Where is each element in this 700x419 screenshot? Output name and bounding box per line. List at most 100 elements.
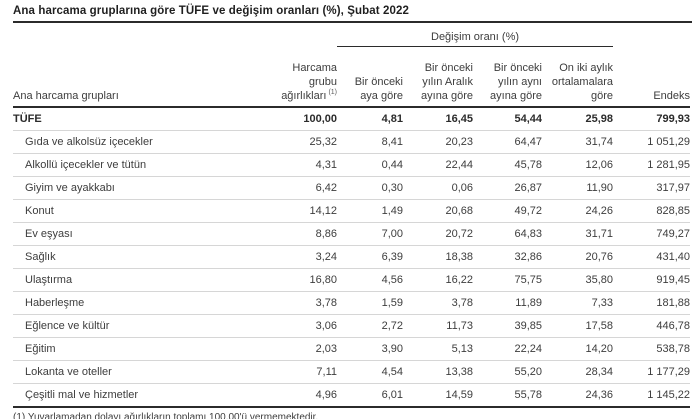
row-value-same-month-prev-year: 45,78 bbox=[473, 153, 542, 177]
row-value-index: 1 177,29 bbox=[613, 360, 691, 384]
row-value-twelve-month-avg: 28,34 bbox=[542, 360, 614, 384]
row-value-prev-december: 16,22 bbox=[403, 268, 473, 292]
row-label: Eğitim bbox=[13, 337, 264, 361]
row-label: Lokanta ve oteller bbox=[13, 360, 264, 384]
row-value-prev-month: 6,39 bbox=[337, 245, 403, 269]
row-value-prev-december: 22,44 bbox=[403, 153, 473, 177]
row-value-prev-month: 0,30 bbox=[337, 176, 403, 200]
group-header-spacer-right bbox=[613, 23, 690, 47]
row-value-prev-month: 1,49 bbox=[337, 199, 403, 223]
row-value-prev-month: 4,54 bbox=[337, 360, 403, 384]
row-value-same-month-prev-year: 55,20 bbox=[473, 360, 542, 384]
row-value-same-month-prev-year: 32,86 bbox=[473, 245, 542, 269]
tufe-table: Değişim oranı (%) Ana harcama grupları H… bbox=[13, 23, 691, 408]
row-label: Sağlık bbox=[13, 245, 264, 269]
row-value-index: 1 145,22 bbox=[613, 383, 691, 408]
row-value-twelve-month-avg: 7,33 bbox=[542, 291, 614, 315]
table-row: Ulaştırma 16,80 4,56 16,22 75,75 35,80 9… bbox=[13, 268, 691, 292]
row-value-same-month-prev-year: 54,44 bbox=[514, 113, 542, 125]
row-value-same-month-prev-year: 11,89 bbox=[473, 291, 542, 315]
row-value-prev-month: 0,44 bbox=[337, 153, 403, 177]
row-value-same-month-prev-year: 55,78 bbox=[473, 383, 542, 408]
row-value-weight: 3,78 bbox=[264, 291, 337, 315]
row-value-prev-december: 5,13 bbox=[403, 337, 473, 361]
row-value-prev-month: 2,72 bbox=[337, 314, 403, 338]
row-value-prev-month: 7,00 bbox=[337, 222, 403, 246]
table-row: Alkollü içecekler ve tütün 4,31 0,44 22,… bbox=[13, 153, 691, 177]
table-row: Ev eşyası 8,86 7,00 20,72 64,83 31,71 74… bbox=[13, 222, 691, 246]
row-label: Alkollü içecekler ve tütün bbox=[13, 153, 264, 177]
row-value-weight: 3,24 bbox=[264, 245, 337, 269]
row-value-twelve-month-avg: 11,90 bbox=[542, 176, 614, 200]
table-row: Eğitim 2,03 3,90 5,13 22,24 14,20 538,78 bbox=[13, 337, 691, 361]
row-value-index: 446,78 bbox=[613, 314, 691, 338]
row-value-same-month-prev-year: 26,87 bbox=[473, 176, 542, 200]
row-value-index: 828,85 bbox=[613, 199, 691, 223]
row-value-prev-month: 4,81 bbox=[381, 113, 403, 125]
table-row: Haberleşme 3,78 1,59 3,78 11,89 7,33 181… bbox=[13, 291, 691, 315]
group-header-row: Değişim oranı (%) bbox=[13, 23, 690, 47]
row-label: Konut bbox=[13, 199, 264, 223]
table-row: TÜFE 100,00 4,81 16,45 54,44 25,98 799,9… bbox=[13, 107, 690, 131]
row-value-weight: 4,31 bbox=[264, 153, 337, 177]
row-label: Ev eşyası bbox=[13, 222, 264, 246]
row-label: Haberleşme bbox=[13, 291, 264, 315]
row-value-index: 919,45 bbox=[613, 268, 691, 292]
row-value-prev-december: 13,38 bbox=[403, 360, 473, 384]
col-header-weights-label: Harcama grubu ağırlıkları bbox=[281, 61, 337, 102]
row-value-weight: 14,12 bbox=[264, 199, 337, 223]
col-header-weights: Harcama grubu ağırlıkları (1) bbox=[264, 46, 337, 108]
row-value-twelve-month-avg: 12,06 bbox=[542, 153, 614, 177]
row-value-twelve-month-avg: 35,80 bbox=[542, 268, 614, 292]
row-value-index: 1 281,95 bbox=[613, 153, 691, 177]
table-body: TÜFE 100,00 4,81 16,45 54,44 25,98 799,9… bbox=[13, 107, 691, 408]
footnote-marker: (1) bbox=[328, 89, 337, 97]
table-row: Eğlence ve kültür 3,06 2,72 11,73 39,85 … bbox=[13, 314, 691, 338]
row-value-weight: 16,80 bbox=[264, 268, 337, 292]
col-header-main-groups: Ana harcama grupları bbox=[13, 46, 264, 108]
row-value-weight: 2,03 bbox=[264, 337, 337, 361]
row-value-weight: 100,00 bbox=[303, 113, 337, 125]
column-header-row: Ana harcama grupları Harcama grubu ağırl… bbox=[13, 46, 691, 108]
row-value-twelve-month-avg: 25,98 bbox=[585, 113, 614, 125]
table-row: Giyim ve ayakkabı 6,42 0,30 0,06 26,87 1… bbox=[13, 176, 691, 200]
row-value-prev-december: 14,59 bbox=[403, 383, 473, 408]
row-label: Eğlence ve kültür bbox=[13, 314, 264, 338]
row-value-prev-december: 3,78 bbox=[403, 291, 473, 315]
row-value-weight: 4,96 bbox=[264, 383, 337, 408]
row-value-weight: 8,86 bbox=[264, 222, 337, 246]
row-label: TÜFE bbox=[13, 113, 42, 125]
table-row: Lokanta ve oteller 7,11 4,54 13,38 55,20… bbox=[13, 360, 691, 384]
col-header-same-month-prev-year: Bir önceki yılın aynı ayına göre bbox=[473, 46, 542, 108]
row-label: Gıda ve alkolsüz içecekler bbox=[13, 130, 264, 154]
row-value-index: 317,97 bbox=[613, 176, 691, 200]
row-value-twelve-month-avg: 14,20 bbox=[542, 337, 614, 361]
row-value-twelve-month-avg: 24,26 bbox=[542, 199, 614, 223]
row-value-prev-december: 20,23 bbox=[403, 130, 473, 154]
row-value-same-month-prev-year: 49,72 bbox=[473, 199, 542, 223]
row-value-prev-december: 11,73 bbox=[403, 314, 473, 338]
table-row: Konut 14,12 1,49 20,68 49,72 24,26 828,8… bbox=[13, 199, 691, 223]
row-value-weight: 7,11 bbox=[264, 360, 337, 384]
row-value-same-month-prev-year: 22,24 bbox=[473, 337, 542, 361]
row-value-prev-december: 20,68 bbox=[403, 199, 473, 223]
row-value-twelve-month-avg: 31,74 bbox=[542, 130, 614, 154]
row-value-same-month-prev-year: 39,85 bbox=[473, 314, 542, 338]
col-header-index: Endeks bbox=[613, 46, 691, 108]
row-label: Giyim ve ayakkabı bbox=[13, 176, 264, 200]
table-header: Değişim oranı (%) Ana harcama grupları H… bbox=[13, 23, 691, 108]
page-title: Ana harcama gruplarına göre TÜFE ve deği… bbox=[13, 5, 692, 23]
row-value-index: 799,93 bbox=[656, 113, 691, 125]
row-value-index: 431,40 bbox=[613, 245, 691, 269]
row-value-twelve-month-avg: 17,58 bbox=[542, 314, 614, 338]
row-value-weight: 6,42 bbox=[264, 176, 337, 200]
col-header-twelve-month-avg: On iki aylık ortalamalara göre bbox=[542, 46, 614, 108]
row-label: Çeşitli mal ve hizmetler bbox=[13, 383, 264, 408]
row-value-same-month-prev-year: 64,47 bbox=[473, 130, 542, 154]
row-value-prev-month: 4,56 bbox=[337, 268, 403, 292]
row-value-twelve-month-avg: 31,71 bbox=[542, 222, 614, 246]
row-value-prev-month: 3,90 bbox=[337, 337, 403, 361]
row-value-prev-december: 16,45 bbox=[445, 113, 473, 125]
row-value-prev-month: 8,41 bbox=[337, 130, 403, 154]
